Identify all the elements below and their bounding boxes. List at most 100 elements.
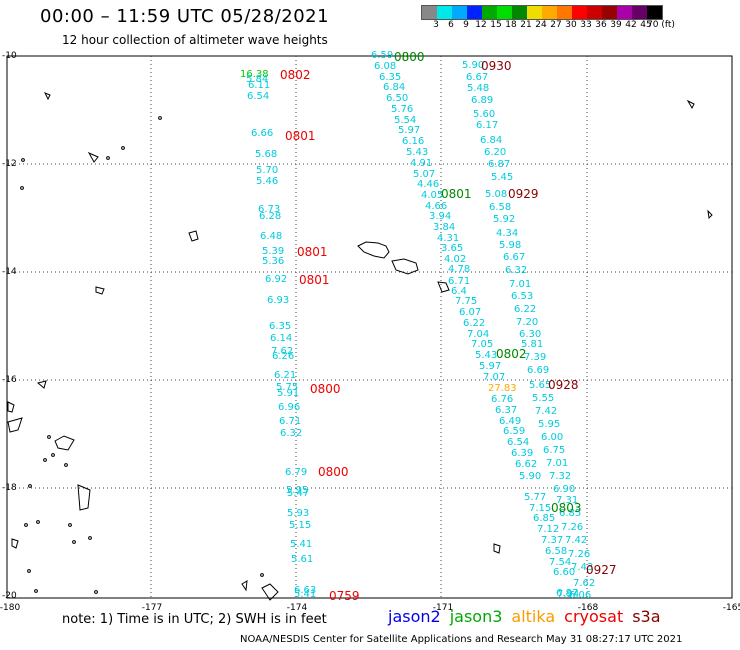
swh-value: 6.48 [260, 231, 282, 242]
swh-value: 3.65 [441, 243, 463, 254]
colorbar-swatch [512, 6, 527, 19]
colorbar-tick-label: 39 [610, 20, 622, 30]
swh-value: 6.67 [503, 252, 525, 263]
swh-value: 6.39 [511, 448, 533, 459]
colorbar-swatch [647, 6, 662, 19]
latitude-label: -14 [2, 267, 17, 277]
swh-value: 7.04 [467, 329, 489, 340]
latitude-label: -18 [2, 483, 17, 493]
swh-value: 6.58 [545, 546, 567, 557]
swh-value: 5.93 [287, 508, 309, 519]
longitude-label: -165 [722, 603, 740, 613]
page-subtitle: 12 hour collection of altimeter wave hei… [62, 33, 328, 47]
swh-value: 6.75 [543, 445, 565, 456]
swh-value: 5.95 [538, 419, 560, 430]
swh-value: 6.16 [402, 136, 424, 147]
colorbar-swatch [422, 6, 437, 19]
swh-labels: 6.596.086.356.846.505.765.545.976.165.43… [240, 50, 595, 601]
colorbar-tick-label: 30 [565, 20, 577, 30]
swh-value: 6.26 [272, 351, 294, 362]
swh-value: 4.02 [444, 254, 466, 265]
swh-value: 6.53 [511, 291, 533, 302]
swh-value: 6.76 [491, 394, 513, 405]
swh-value: 27.83 [488, 383, 517, 394]
swh-value: 7.42 [565, 535, 587, 546]
swh-value: 6.22 [514, 304, 536, 315]
pass-time-label: 0930 [481, 59, 512, 73]
colorbar-tick-label: 12 [475, 20, 487, 30]
island-coastline [686, 99, 695, 110]
colorbar-tick-label: 42 [625, 20, 637, 30]
islet [94, 590, 98, 594]
swh-value: 5.70 [256, 165, 278, 176]
swh-value: 6.93 [267, 295, 289, 306]
swh-value: 7.54 [549, 557, 571, 568]
swh-value: 6.67 [466, 72, 488, 83]
swh-value: 7.20 [516, 317, 538, 328]
swh-value: 6.71 [279, 416, 301, 427]
swh-value: 7.07 [483, 372, 505, 383]
swh-value: 6.49 [499, 416, 521, 427]
swh-value: 5.90 [462, 60, 484, 71]
island-coastline [7, 401, 15, 413]
time-labels: 0800 0930 0801 0929 0802 0928 0803 0927 0802 0801… [280, 50, 617, 603]
swh-value: 4.66 [425, 201, 447, 212]
island-coastline [36, 380, 47, 389]
islet [64, 463, 68, 467]
swh-value: 7.12 [537, 524, 559, 535]
swh-value: 4.34 [496, 228, 518, 239]
colorbar-tick-label: 24 [535, 20, 547, 30]
swh-value: 6.32 [505, 265, 527, 276]
pass-time-label: 0759 [329, 589, 360, 603]
colorbar-tick-label: 6 [448, 20, 454, 30]
swh-value: 6.92 [265, 274, 287, 285]
pass-time-label: 0803 [551, 501, 582, 515]
pass-time-label: 0801 [285, 129, 316, 143]
swh-value: 6.07 [459, 307, 481, 318]
swh-value: 6.35 [269, 321, 291, 332]
swh-value: 7.94 [557, 589, 579, 600]
colorbar [421, 5, 663, 20]
swh-value: 4.78 [448, 264, 470, 275]
swh-value: 7.32 [549, 471, 571, 482]
swh-value: 7.26 [561, 522, 583, 533]
swh-value: 4.31 [437, 233, 459, 244]
pass-time-label: 0929 [508, 187, 539, 201]
pass-time-label: 0801 [441, 187, 472, 201]
legend-entry: jason3 [449, 607, 503, 626]
colorbar-tick-label: 70 (ft) [647, 20, 675, 30]
swh-value: 7.75 [455, 296, 477, 307]
swh-value: 7.01 [509, 279, 531, 290]
colorbar-swatch [467, 6, 482, 19]
islet [27, 569, 31, 573]
swh-value: 5.76 [391, 104, 413, 115]
swh-value: 5.46 [256, 176, 278, 187]
swh-value: 7.62 [271, 346, 293, 357]
colorbar-tick-label: 18 [505, 20, 517, 30]
swh-value: 5.65 [529, 380, 551, 391]
swh-value: 16.38 [240, 69, 269, 80]
longitude-label: -168 [577, 603, 599, 613]
swh-value: 6.63 [294, 585, 316, 596]
swh-value: 6.54 [247, 91, 269, 102]
swh-value: 5.55 [532, 393, 554, 404]
swh-value: 5.41 [290, 539, 312, 550]
pass-time-label: 0928 [548, 378, 579, 392]
swh-value: 6.21 [274, 370, 296, 381]
islet [68, 523, 72, 527]
swh-value: 6.62 [515, 459, 537, 470]
colorbar-swatch [602, 6, 617, 19]
island-coastline [357, 241, 390, 259]
swh-value: 5.97 [479, 361, 501, 372]
swh-value: 6.54 [507, 437, 529, 448]
swh-value: 6.71 [448, 276, 470, 287]
swh-value: 5.90 [519, 471, 541, 482]
latitude-label: -10 [2, 51, 17, 61]
swh-value: 4.05 [421, 190, 443, 201]
swh-value: 6.66 [251, 128, 273, 139]
swh-value: 6.4 [451, 286, 467, 297]
islet [158, 116, 162, 120]
island-coastline [261, 583, 279, 601]
swh-value: 6.59 [371, 50, 393, 61]
